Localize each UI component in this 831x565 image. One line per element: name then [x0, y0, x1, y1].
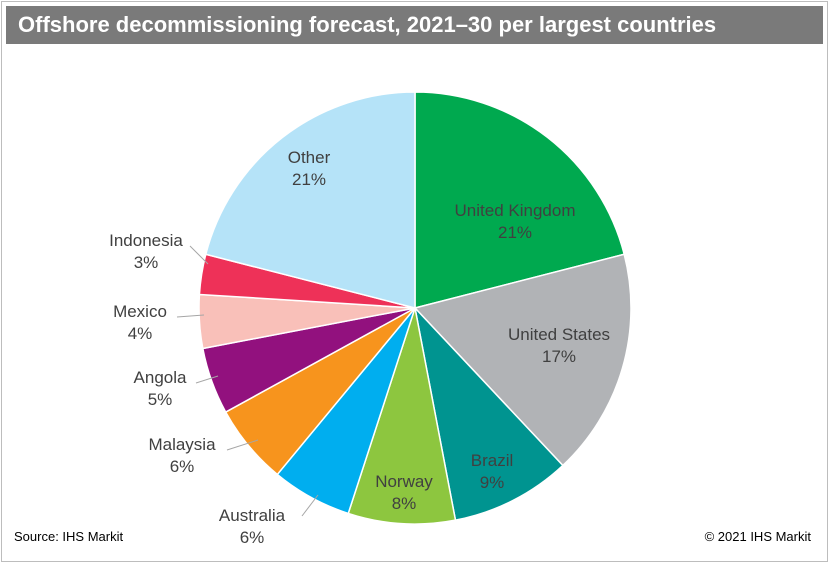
slice-label-malaysia: Malaysia [148, 435, 216, 454]
leader-line-australia [301, 494, 319, 517]
slice-value-brazil: 9% [480, 473, 505, 492]
leader-line-indonesia [189, 245, 209, 265]
slice-value-indonesia: 3% [134, 253, 159, 272]
slice-label-other: Other [288, 148, 331, 167]
copyright-note: © 2021 IHS Markit [704, 529, 811, 544]
slice-label-indonesia: Indonesia [109, 231, 183, 250]
slice-value-united-states: 17% [542, 347, 576, 366]
pie-slice-united-kingdom [414, 91, 626, 309]
slice-value-angola: 5% [148, 390, 173, 409]
pie-slice-united-states [413, 253, 632, 467]
chart-title: Offshore decommissioning forecast, 2021–… [6, 6, 823, 44]
pie-slice-other [204, 91, 416, 309]
slice-label-united-kingdom: United Kingdom [455, 201, 576, 220]
slice-label-australia: Australia [219, 506, 286, 525]
slice-value-other: 21% [292, 170, 326, 189]
slice-value-mexico: 4% [128, 324, 153, 343]
pie-slice-norway [347, 307, 457, 525]
slice-label-brazil: Brazil [471, 451, 514, 470]
source-note: Source: IHS Markit [14, 529, 124, 544]
leader-line-malaysia [226, 439, 259, 451]
leader-line-mexico [176, 314, 205, 318]
slice-value-malaysia: 6% [170, 457, 195, 476]
slice-label-mexico: Mexico [113, 302, 167, 321]
slice-label-united-states: United States [508, 325, 610, 344]
slice-value-australia: 6% [240, 528, 265, 547]
slice-label-angola: Angola [134, 368, 187, 387]
slice-label-norway: Norway [375, 472, 433, 491]
slice-value-united-kingdom: 21% [498, 223, 532, 242]
leader-line-angola [195, 375, 219, 384]
pie-slice-brazil [413, 305, 564, 522]
slice-value-norway: 8% [392, 494, 417, 513]
